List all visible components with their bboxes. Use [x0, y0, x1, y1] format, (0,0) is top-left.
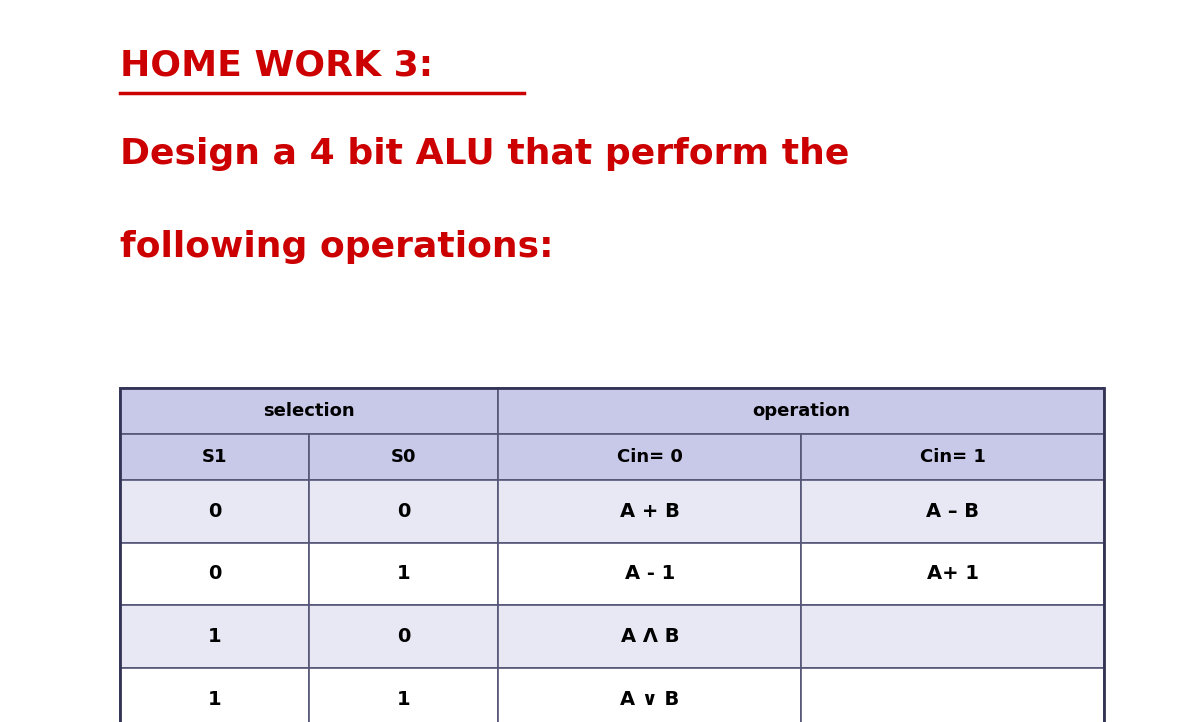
Bar — [310, 543, 498, 605]
Bar — [802, 480, 1104, 543]
Bar — [120, 434, 310, 480]
Bar — [120, 480, 310, 543]
Bar — [310, 605, 498, 668]
Bar — [120, 388, 498, 434]
Text: 1: 1 — [397, 690, 410, 709]
Text: A - 1: A - 1 — [625, 565, 674, 583]
Bar — [310, 480, 498, 543]
Text: S1: S1 — [202, 448, 227, 466]
Text: A + B: A + B — [620, 502, 679, 521]
Text: A ∨ B: A ∨ B — [620, 690, 679, 709]
Text: 0: 0 — [397, 502, 410, 521]
Text: Cin= 0: Cin= 0 — [617, 448, 683, 466]
Text: selection: selection — [264, 401, 355, 419]
Bar — [802, 605, 1104, 668]
Text: A+ 1: A+ 1 — [926, 565, 979, 583]
Bar — [498, 480, 802, 543]
Bar — [498, 668, 802, 722]
Text: Cin= 1: Cin= 1 — [919, 448, 985, 466]
Bar — [120, 668, 310, 722]
Bar — [310, 668, 498, 722]
Bar — [802, 543, 1104, 605]
Bar — [120, 543, 310, 605]
Text: following operations:: following operations: — [120, 230, 553, 264]
Bar — [802, 434, 1104, 480]
Bar — [498, 388, 1104, 434]
Text: 1: 1 — [208, 627, 222, 646]
Text: 0: 0 — [208, 565, 221, 583]
Text: HOME WORK 3:: HOME WORK 3: — [120, 48, 433, 82]
Bar — [120, 388, 1104, 722]
Bar — [802, 668, 1104, 722]
Bar — [498, 605, 802, 668]
Text: A Λ B: A Λ B — [620, 627, 679, 646]
Bar — [498, 434, 802, 480]
Text: S0: S0 — [391, 448, 416, 466]
Text: Design a 4 bit ALU that perform the: Design a 4 bit ALU that perform the — [120, 137, 850, 171]
Text: operation: operation — [752, 401, 851, 419]
Text: 1: 1 — [208, 690, 222, 709]
Bar — [310, 434, 498, 480]
Bar — [498, 543, 802, 605]
Text: 0: 0 — [208, 502, 221, 521]
Bar — [120, 605, 310, 668]
Text: A – B: A – B — [926, 502, 979, 521]
Text: 1: 1 — [397, 565, 410, 583]
Text: 0: 0 — [397, 627, 410, 646]
